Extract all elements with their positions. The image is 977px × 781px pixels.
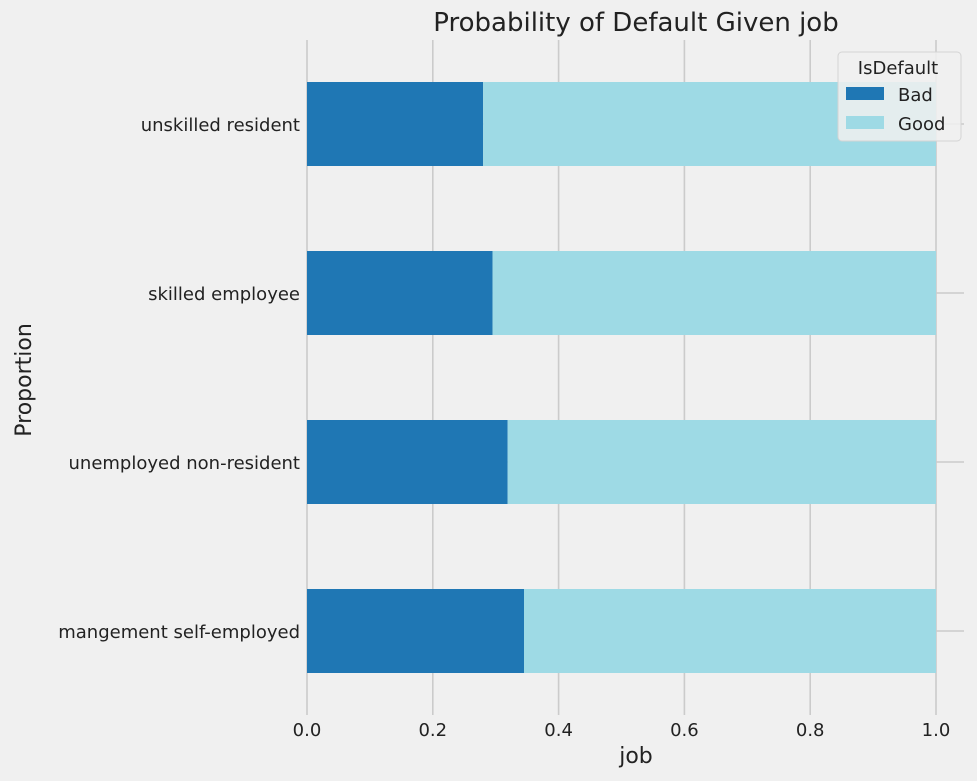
chart-title: Probability of Default Given job — [433, 8, 838, 38]
legend-entries: Bad Good — [846, 85, 945, 135]
x-tick-label: 0.0 — [293, 720, 322, 741]
legend-swatch-good — [846, 116, 884, 129]
y-tick-labels: unskilled resident skilled employee unempl… — [58, 115, 300, 643]
y-tick-label: unemployed non-resident — [69, 453, 301, 474]
x-axis-label: job — [618, 744, 653, 769]
bar-bad-2 — [307, 420, 508, 504]
bar-good-3 — [524, 589, 936, 673]
x-tick-labels: 0.0 0.2 0.4 0.6 0.8 1.0 — [293, 720, 951, 741]
y-tick-label: skilled employee — [148, 284, 300, 305]
x-tick-label: 0.2 — [418, 720, 447, 741]
y-axis-label: Proportion — [12, 323, 37, 437]
bar-bad-0 — [307, 82, 484, 166]
bar-good-1 — [492, 251, 936, 335]
legend-title: IsDefault — [858, 58, 938, 79]
bar-good-2 — [507, 420, 936, 504]
legend: IsDefault Bad Good — [837, 51, 962, 142]
bar-bad-1 — [307, 251, 493, 335]
x-tick-label: 0.8 — [796, 720, 825, 741]
bar-bad-3 — [307, 589, 525, 673]
x-tick-label: 0.4 — [544, 720, 573, 741]
y-tick-label: mangement self-employed — [58, 622, 300, 643]
bars — [307, 82, 936, 673]
x-tick-label: 0.6 — [670, 720, 699, 741]
legend-label-good: Good — [898, 114, 945, 135]
x-tick-label: 1.0 — [922, 720, 951, 741]
y-tick-label: unskilled resident — [141, 115, 300, 136]
legend-swatch-bad — [846, 87, 884, 100]
legend-label-bad: Bad — [898, 85, 933, 106]
